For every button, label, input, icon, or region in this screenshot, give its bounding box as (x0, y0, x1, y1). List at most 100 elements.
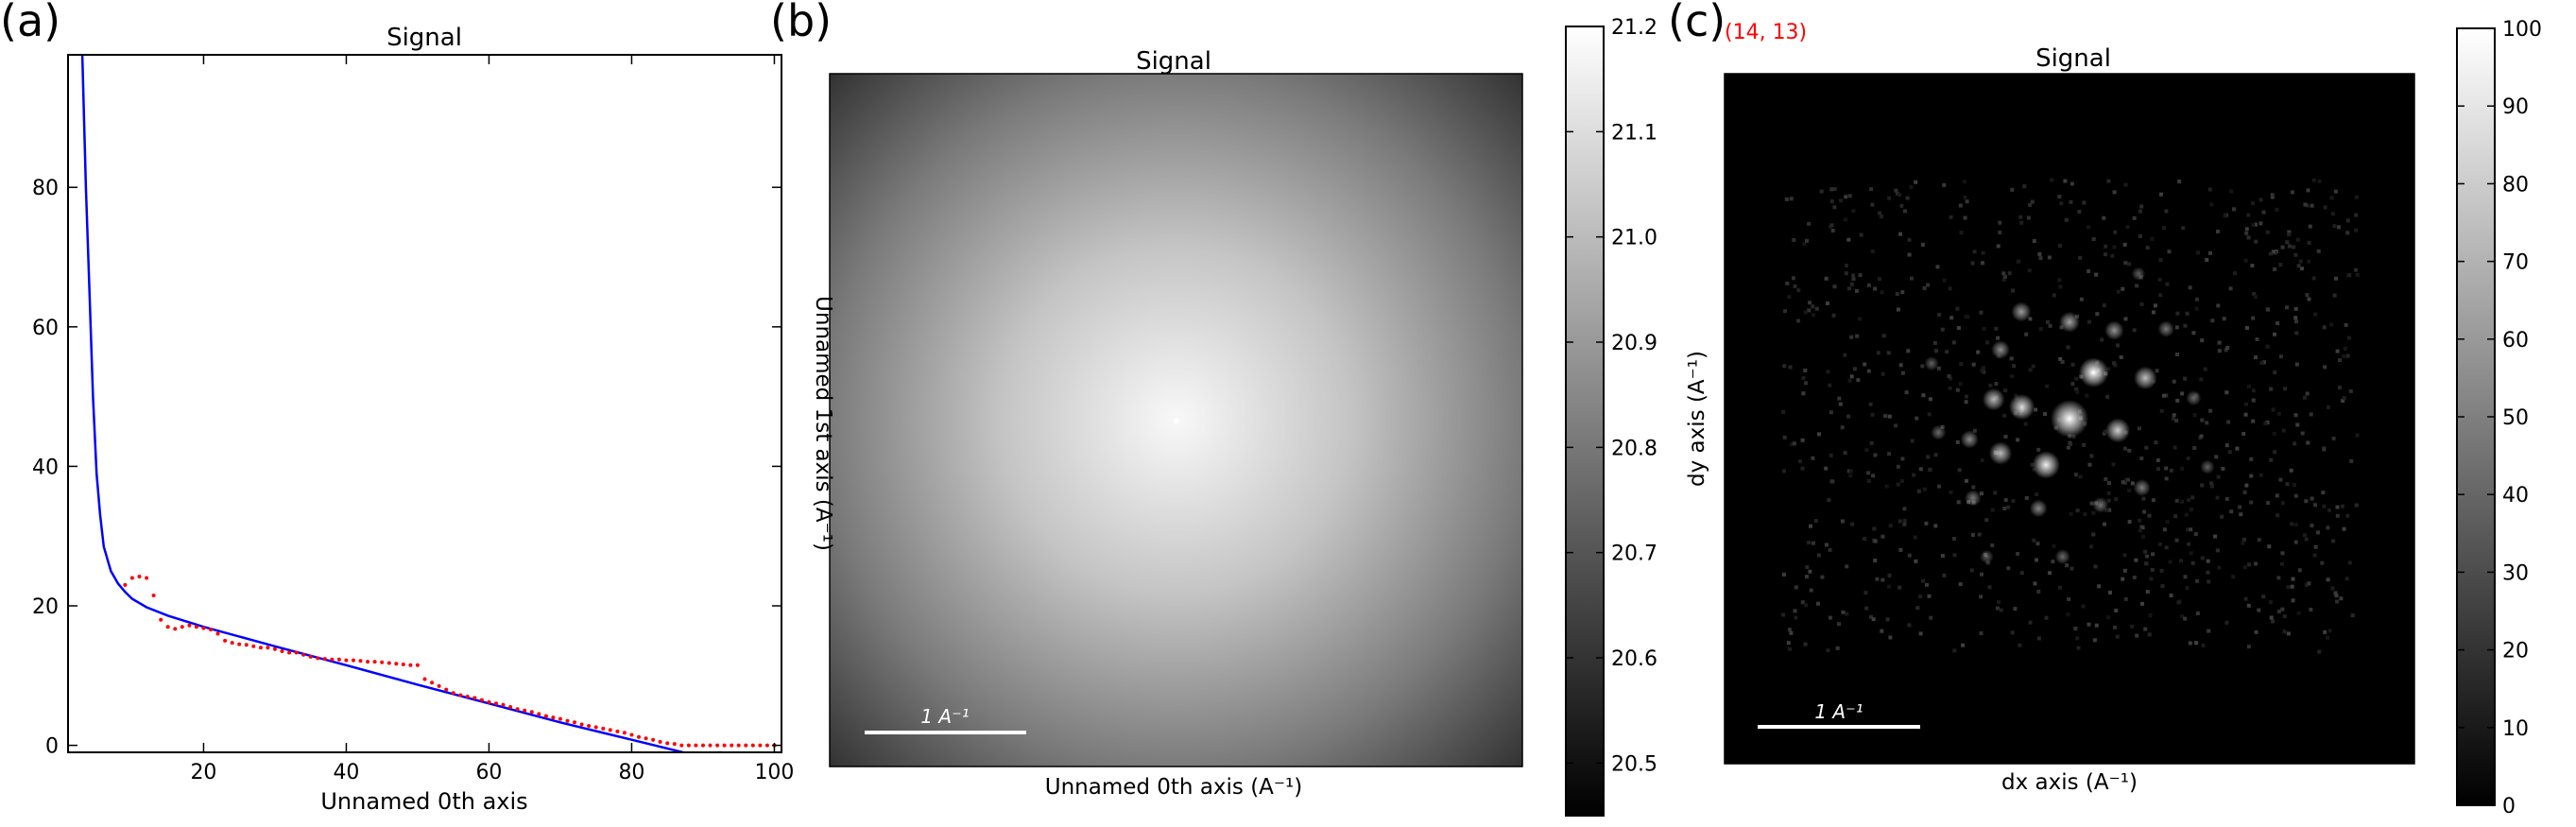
diffraction-spot (2008, 393, 2035, 421)
series-1-point (679, 743, 684, 748)
background-noise-pixel (2063, 179, 2068, 183)
background-noise-pixel (2322, 325, 2327, 330)
background-noise-pixel (1886, 351, 1891, 355)
panel-c-xlabel: dx axis (A⁻¹) (2001, 770, 2138, 795)
background-noise-pixel (1926, 455, 1931, 459)
background-noise-pixel (2221, 467, 2225, 471)
background-noise-pixel (2174, 325, 2179, 330)
background-noise-pixel (2293, 441, 2297, 446)
background-noise-pixel (2227, 450, 2232, 455)
colorbar-tick-label: 20.5 (1611, 752, 1657, 776)
background-noise-pixel (1795, 319, 1800, 323)
series-1-point (165, 625, 170, 629)
series-1-point (551, 715, 556, 720)
background-noise-pixel (2069, 441, 2073, 446)
background-noise-pixel (1918, 631, 1923, 636)
background-noise-pixel (2285, 305, 2289, 310)
background-noise-pixel (1800, 438, 1805, 442)
background-noise-pixel (2087, 462, 2092, 467)
background-noise-pixel (2147, 513, 2152, 518)
background-noise-pixel (1814, 306, 1819, 311)
background-noise-pixel (1971, 485, 1976, 490)
background-noise-pixel (1933, 453, 1938, 457)
x-tick-label: 60 (475, 761, 502, 784)
background-noise-pixel (2266, 307, 2271, 312)
background-noise-pixel (2123, 317, 2128, 321)
background-noise-pixel (2033, 581, 2037, 586)
series-1-point (579, 722, 584, 727)
background-noise-pixel (2162, 393, 2166, 398)
background-noise-pixel (2110, 253, 2115, 258)
background-noise-pixel (1789, 442, 1794, 446)
background-noise-pixel (2135, 284, 2139, 288)
background-noise-pixel (2089, 501, 2094, 506)
background-noise-pixel (2183, 376, 2188, 381)
background-noise-pixel (2297, 568, 2302, 573)
series-1-point (137, 575, 142, 578)
background-noise-pixel (2194, 641, 2199, 646)
background-noise-pixel (1846, 286, 1851, 291)
colorbar-tick-label: 20.9 (1611, 332, 1657, 355)
diffraction-spot (2134, 366, 2157, 390)
background-noise-pixel (1826, 370, 1830, 374)
background-noise-pixel (2350, 613, 2355, 618)
background-noise-pixel (1802, 242, 1807, 246)
background-noise-pixel (2341, 399, 2345, 403)
background-noise-pixel (2092, 638, 2097, 643)
background-noise-pixel (1816, 601, 1820, 606)
background-noise-pixel (2278, 263, 2283, 267)
background-noise-pixel (2205, 258, 2209, 262)
background-noise-pixel (2075, 636, 2080, 641)
background-noise-pixel (2329, 322, 2334, 327)
background-noise-pixel (1800, 466, 1805, 471)
background-noise-pixel (2280, 607, 2285, 612)
background-noise-pixel (1805, 575, 1809, 579)
background-noise-pixel (2091, 510, 2096, 515)
background-noise-pixel (1980, 458, 1984, 462)
background-noise-pixel (1844, 271, 1848, 276)
background-noise-pixel (2179, 559, 2183, 563)
background-noise-pixel (1789, 197, 1794, 201)
y-tick-label: 80 (32, 177, 59, 200)
background-noise-pixel (2006, 505, 2011, 509)
background-noise-pixel (2132, 576, 2137, 579)
series-1-point (444, 687, 449, 692)
colorbar-tick-label: 30 (2502, 561, 2529, 585)
background-noise-pixel (2270, 195, 2275, 199)
background-noise-pixel (2180, 499, 2185, 504)
background-noise-pixel (1947, 374, 1951, 379)
series-1-point (494, 701, 498, 706)
background-noise-pixel (2043, 412, 2048, 417)
background-noise-pixel (1840, 425, 1845, 430)
background-noise-pixel (2329, 196, 2334, 200)
background-noise-pixel (2024, 495, 2029, 500)
background-noise-pixel (2048, 571, 2052, 576)
background-noise-pixel (2255, 337, 2259, 341)
background-noise-pixel (2144, 561, 2149, 566)
background-noise-pixel (2002, 413, 2007, 418)
background-noise-pixel (1878, 211, 1881, 215)
background-noise-pixel (2345, 513, 2350, 518)
colorbar-tick-label: 21.0 (1611, 227, 1657, 250)
background-noise-pixel (2127, 489, 2132, 492)
diffraction-spot (1982, 388, 2005, 411)
series-1-point (622, 731, 627, 735)
background-noise-pixel (2304, 583, 2309, 588)
background-noise-pixel (2224, 390, 2229, 395)
background-noise-pixel (2326, 525, 2330, 530)
background-noise-pixel (1885, 617, 1890, 622)
series-1-point (422, 677, 427, 681)
series-1-point (744, 743, 748, 748)
background-noise-pixel (2347, 273, 2352, 278)
background-noise-pixel (1791, 276, 1795, 281)
background-noise-pixel (2207, 579, 2211, 584)
background-noise-pixel (2242, 565, 2247, 570)
series-1-point (322, 657, 327, 662)
background-noise-pixel (2199, 377, 2204, 382)
background-noise-pixel (2102, 431, 2106, 436)
background-noise-pixel (1999, 608, 2003, 612)
background-noise-pixel (1812, 313, 1816, 318)
series-1-point (601, 726, 606, 731)
background-noise-pixel (2293, 523, 2298, 526)
diffraction-spot (2092, 496, 2109, 513)
